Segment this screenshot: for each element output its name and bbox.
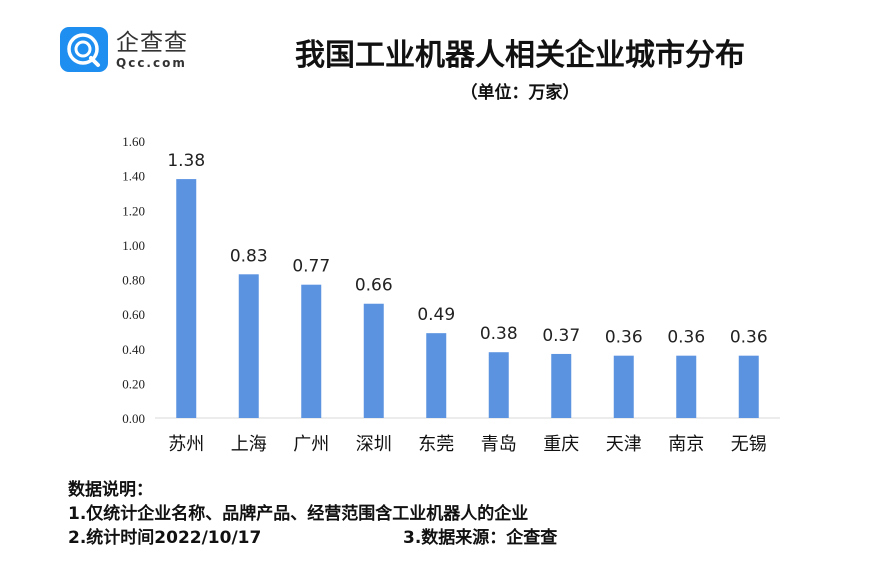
logo-name-en: Qcc.com [116,55,187,70]
y-tick-label: 0.60 [122,307,145,322]
notes-line-1: 1.仅统计企业名称、品牌产品、经营范围含工业机器人的企业 [68,504,529,524]
data-label: 0.36 [667,328,705,348]
data-label: 0.83 [230,246,268,266]
data-label: 1.38 [167,151,205,171]
data-label: 0.36 [605,328,643,348]
data-label: 0.36 [730,328,768,348]
bar-广州 [301,284,322,418]
qcc-logo-icon [60,27,108,72]
chart-title: 我国工业机器人相关企业城市分布 [295,38,745,73]
x-tick-label: 青岛 [481,434,517,455]
bar-苏州 [176,179,197,418]
x-tick-label: 广州 [293,434,329,455]
data-label: 0.49 [417,305,455,325]
data-label: 0.37 [542,326,580,346]
y-tick-label: 1.20 [122,203,145,218]
y-tick-label: 0.00 [122,411,145,426]
logo-name-cn: 企查查 [116,29,188,56]
bar-东莞 [426,333,447,418]
notes-heading: 数据说明： [68,480,153,500]
x-tick-label: 南京 [668,434,704,455]
notes-line-3: 3.数据来源：企查查 [403,528,558,548]
notes-line-2: 2.统计时间2022/10/17 [68,528,262,548]
x-tick-label: 上海 [231,434,267,455]
x-tick-label: 苏州 [168,434,204,455]
bar-深圳 [363,303,384,418]
bar-南京 [676,355,697,418]
chart-unit: （单位：万家） [460,83,580,103]
data-label: 0.66 [355,276,393,296]
data-label: 0.38 [480,324,518,344]
bar-天津 [613,355,634,418]
x-tick-label: 天津 [606,434,642,455]
logo: 企查查 Qcc.com [60,27,188,72]
bar-无锡 [738,355,759,418]
bar-上海 [238,274,259,418]
x-tick-label: 无锡 [731,434,767,455]
y-tick-label: 0.80 [122,273,145,288]
y-tick-label: 1.40 [122,169,145,184]
y-tick-label: 1.00 [122,238,145,253]
bar-重庆 [551,353,572,418]
y-tick-label: 1.60 [122,134,145,149]
y-tick-label: 0.40 [122,342,145,357]
x-tick-label: 东莞 [418,434,454,455]
data-label: 0.77 [292,257,330,277]
y-tick-label: 0.20 [122,376,145,391]
data-notes: 数据说明： 1.仅统计企业名称、品牌产品、经营范围含工业机器人的企业 2.统计时… [68,478,557,550]
x-tick-label: 深圳 [356,434,392,455]
x-tick-label: 重庆 [543,434,579,455]
bar-青岛 [488,352,509,418]
